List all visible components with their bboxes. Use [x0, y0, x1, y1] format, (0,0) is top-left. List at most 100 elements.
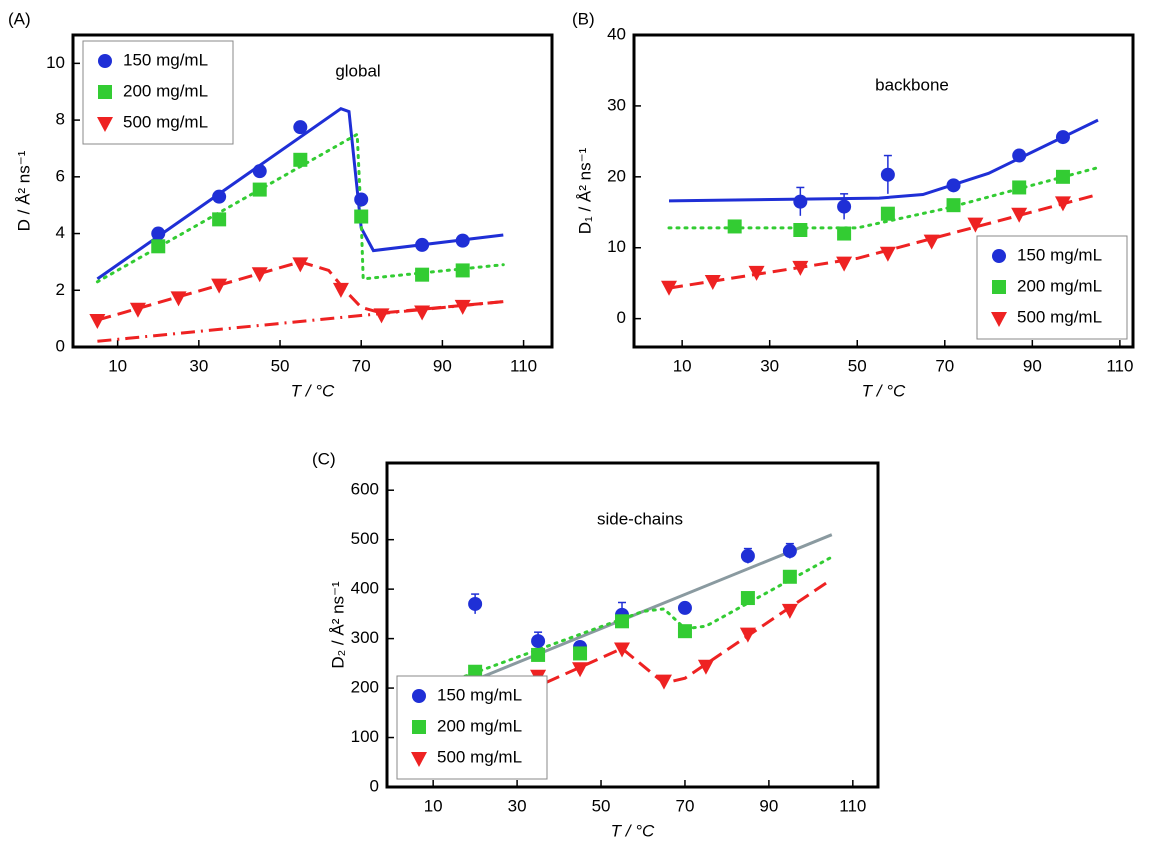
annotation: side-chains	[597, 509, 683, 528]
marker	[252, 164, 267, 179]
legend-label: 500 mg/mL	[123, 112, 208, 131]
legend-label: 200 mg/mL	[123, 81, 208, 100]
y-axis-label: D / Å² ns⁻¹	[14, 150, 33, 231]
legend-marker	[98, 54, 112, 68]
marker	[455, 233, 470, 248]
legend-label: 500 mg/mL	[1017, 307, 1102, 326]
x-tick-label: 110	[839, 796, 866, 815]
marker	[946, 178, 961, 193]
marker	[792, 260, 809, 276]
marker	[354, 192, 369, 207]
marker	[880, 167, 895, 182]
x-tick-label: 50	[271, 356, 290, 375]
marker	[1011, 207, 1028, 223]
x-tick-label: 10	[424, 796, 443, 815]
marker	[572, 662, 589, 678]
plot-frame	[385, 461, 880, 789]
x-tick-label: 70	[675, 796, 694, 815]
marker	[677, 600, 692, 615]
y-tick-label: 0	[370, 776, 379, 795]
marker	[615, 614, 630, 629]
x-tick-label: 50	[592, 796, 611, 815]
marker	[677, 624, 692, 639]
marker	[614, 642, 631, 658]
marker	[1055, 169, 1070, 184]
plot-frame	[632, 33, 1135, 349]
y-tick-label: 6	[56, 166, 65, 185]
y-tick-label: 0	[56, 336, 65, 355]
fit-line	[97, 300, 504, 343]
marker	[793, 194, 808, 209]
y-tick-label: 0	[617, 308, 626, 327]
x-tick-label: 30	[760, 356, 779, 375]
marker	[415, 237, 430, 252]
marker	[739, 627, 756, 643]
marker	[415, 267, 430, 282]
marker	[655, 674, 672, 690]
legend-marker	[412, 689, 426, 703]
marker	[781, 603, 798, 619]
marker	[748, 265, 765, 281]
marker	[293, 152, 308, 167]
marker	[129, 302, 146, 318]
x-axis-label: T / °C	[862, 381, 906, 400]
x-tick-label: 90	[759, 796, 778, 815]
legend-label: 500 mg/mL	[437, 747, 522, 766]
marker	[468, 664, 483, 679]
x-tick-label: 70	[352, 356, 371, 375]
x-tick-label: 70	[935, 356, 954, 375]
marker	[727, 219, 742, 234]
y-tick-label: 10	[46, 53, 65, 72]
y-axis-label: D₁ / Å² ns⁻¹	[575, 147, 594, 234]
x-tick-label: 10	[673, 356, 692, 375]
fit-line	[668, 118, 1099, 203]
marker	[1055, 130, 1070, 145]
y-tick-label: 400	[351, 579, 379, 598]
marker	[211, 278, 228, 294]
marker	[252, 182, 267, 197]
fit-line	[667, 166, 1100, 230]
marker	[1054, 196, 1071, 212]
y-tick-label: 300	[351, 628, 379, 647]
y-tick-label: 100	[351, 727, 379, 746]
legend-label: 150 mg/mL	[437, 685, 522, 704]
marker	[836, 256, 853, 272]
marker	[793, 223, 808, 237]
marker	[212, 212, 227, 227]
fit-line	[410, 555, 834, 697]
marker	[170, 291, 187, 307]
marker	[1012, 180, 1027, 195]
y-tick-label: 10	[607, 237, 626, 256]
legend-marker	[992, 249, 1006, 263]
legend-label: 150 mg/mL	[123, 50, 208, 69]
y-tick-label: 30	[607, 95, 626, 114]
x-tick-label: 30	[508, 796, 527, 815]
legend-marker	[992, 280, 1006, 294]
y-tick-label: 2	[56, 280, 65, 299]
marker	[704, 275, 721, 291]
marker	[455, 263, 470, 278]
x-tick-label: 90	[433, 356, 452, 375]
legend-marker	[412, 720, 426, 734]
panel-label: (A)	[8, 9, 31, 28]
annotation: backbone	[875, 75, 949, 94]
marker	[967, 217, 984, 233]
x-tick-label: 110	[1106, 356, 1133, 375]
y-axis-label: D₂ / Å² ns⁻¹	[328, 581, 347, 669]
marker	[740, 591, 755, 606]
legend-marker	[98, 85, 112, 99]
legend-marker	[97, 117, 113, 132]
marker	[697, 659, 714, 675]
legend-marker	[991, 312, 1007, 327]
marker	[332, 282, 349, 298]
marker	[212, 189, 227, 204]
x-tick-label: 50	[848, 356, 867, 375]
marker	[251, 267, 268, 283]
marker	[740, 548, 755, 563]
x-tick-label: 90	[1023, 356, 1042, 375]
fit-line	[96, 107, 504, 281]
marker	[782, 569, 797, 584]
marker	[782, 544, 797, 559]
x-tick-label: 10	[108, 356, 127, 375]
